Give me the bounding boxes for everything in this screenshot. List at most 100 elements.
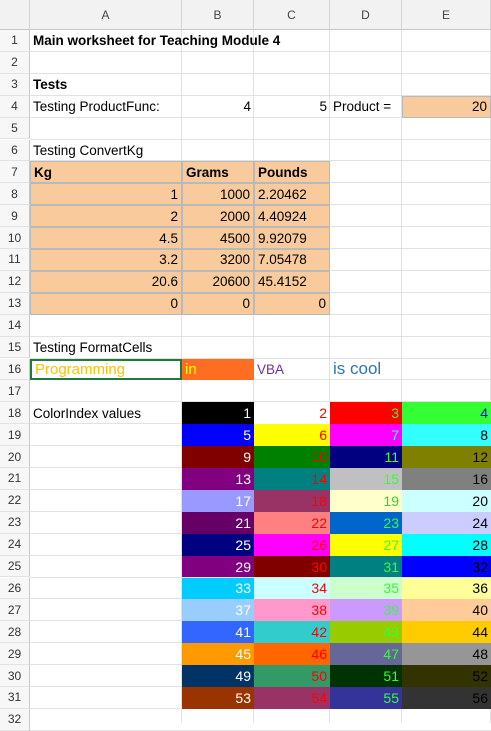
colorindex-swatch-14[interactable]: 14: [254, 468, 330, 490]
column-header-d[interactable]: D: [330, 0, 402, 30]
column-header-b[interactable]: B: [182, 0, 254, 30]
row-header-17[interactable]: 17: [0, 380, 30, 403]
colorindex-swatch-44[interactable]: 44: [402, 621, 491, 644]
row-header-16[interactable]: 16: [0, 358, 30, 381]
colorindex-swatch-38[interactable]: 38: [254, 599, 330, 622]
cell-c4[interactable]: 5: [319, 99, 327, 115]
colorindex-swatch-28[interactable]: 28: [402, 533, 491, 556]
colorindex-swatch-56[interactable]: 56: [402, 687, 491, 709]
colorindex-swatch-23[interactable]: 23: [330, 511, 402, 534]
colorindex-swatch-3[interactable]: 3: [330, 402, 402, 425]
row-header-31[interactable]: 31: [0, 687, 30, 709]
colorindex-swatch-55[interactable]: 55: [330, 687, 402, 709]
row-header-1[interactable]: 1: [0, 30, 30, 52]
row-header-24[interactable]: 24: [0, 533, 30, 556]
cell-a18[interactable]: ColorIndex values: [33, 405, 142, 421]
colorindex-swatch-37[interactable]: 37: [182, 599, 254, 622]
colorindex-swatch-8[interactable]: 8: [402, 424, 491, 447]
cell-grams[interactable]: 20600: [182, 270, 254, 293]
cell-a16-programming[interactable]: Programming: [30, 358, 182, 381]
row-header-15[interactable]: 15: [0, 336, 30, 359]
colorindex-swatch-22[interactable]: 22: [254, 511, 330, 534]
colorindex-swatch-52[interactable]: 52: [402, 665, 491, 687]
cell-pounds[interactable]: 45.4152: [254, 270, 330, 293]
colorindex-swatch-24[interactable]: 24: [402, 511, 491, 534]
colorindex-swatch-21[interactable]: 21: [182, 511, 254, 534]
colorindex-swatch-1[interactable]: 1: [182, 402, 254, 425]
row-header-14[interactable]: 14: [0, 314, 30, 337]
colorindex-swatch-20[interactable]: 20: [402, 489, 491, 512]
colorindex-swatch-50[interactable]: 50: [254, 665, 330, 687]
row-header-30[interactable]: 30: [0, 665, 30, 687]
colorindex-swatch-33[interactable]: 33: [182, 577, 254, 600]
colorindex-swatch-49[interactable]: 49: [182, 665, 254, 687]
colorindex-swatch-4[interactable]: 4: [402, 402, 491, 425]
cell-pounds[interactable]: 9.92079: [254, 227, 330, 249]
cell-a6[interactable]: Testing ConvertKg: [33, 142, 144, 158]
colorindex-swatch-35[interactable]: 35: [330, 577, 402, 600]
colorindex-swatch-12[interactable]: 12: [402, 446, 491, 468]
cell-a15[interactable]: Testing FormatCells: [33, 340, 153, 356]
cell-pounds[interactable]: 4.40924: [254, 205, 330, 228]
cell-kg[interactable]: 3.2: [30, 249, 182, 271]
colorindex-swatch-34[interactable]: 34: [254, 577, 330, 600]
colorindex-swatch-47[interactable]: 47: [330, 643, 402, 666]
colorindex-swatch-29[interactable]: 29: [182, 555, 254, 578]
colorindex-swatch-25[interactable]: 25: [182, 533, 254, 556]
row-header-22[interactable]: 22: [0, 489, 30, 512]
cell-d16-is-cool[interactable]: is cool: [333, 359, 382, 379]
row-header-13[interactable]: 13: [0, 292, 30, 315]
cell-pounds[interactable]: 2.20462: [254, 183, 330, 206]
cell-a4[interactable]: Testing ProductFunc:: [33, 99, 160, 115]
colorindex-swatch-26[interactable]: 26: [254, 533, 330, 556]
cell-kg[interactable]: 1: [30, 183, 182, 206]
colorindex-swatch-45[interactable]: 45: [182, 643, 254, 666]
cell-c7-pounds[interactable]: Pounds: [254, 161, 330, 184]
colorindex-swatch-6[interactable]: 6: [254, 424, 330, 447]
colorindex-swatch-2[interactable]: 2: [254, 402, 330, 425]
colorindex-swatch-15[interactable]: 15: [330, 468, 402, 490]
colorindex-swatch-51[interactable]: 51: [330, 665, 402, 687]
cell-pounds[interactable]: 7.05478: [254, 249, 330, 271]
colorindex-swatch-10[interactable]: 10: [254, 446, 330, 468]
row-header-18[interactable]: 18: [0, 402, 30, 425]
colorindex-swatch-46[interactable]: 46: [254, 643, 330, 666]
colorindex-swatch-18[interactable]: 18: [254, 489, 330, 512]
row-header-32[interactable]: 32: [0, 708, 30, 731]
row-header-19[interactable]: 19: [0, 424, 30, 447]
colorindex-swatch-11[interactable]: 11: [330, 446, 402, 468]
colorindex-swatch-53[interactable]: 53: [182, 687, 254, 709]
cell-d4[interactable]: Product =: [333, 99, 392, 115]
row-header-29[interactable]: 29: [0, 643, 30, 666]
colorindex-swatch-48[interactable]: 48: [402, 643, 491, 666]
row-header-3[interactable]: 3: [0, 73, 30, 96]
colorindex-swatch-16[interactable]: 16: [402, 468, 491, 490]
colorindex-swatch-32[interactable]: 32: [402, 555, 491, 578]
colorindex-swatch-5[interactable]: 5: [182, 424, 254, 447]
row-header-27[interactable]: 27: [0, 599, 30, 622]
cell-a7-kg[interactable]: Kg: [30, 161, 182, 184]
colorindex-swatch-40[interactable]: 40: [402, 599, 491, 622]
colorindex-swatch-39[interactable]: 39: [330, 599, 402, 622]
row-header-11[interactable]: 11: [0, 249, 30, 271]
cell-kg[interactable]: 2: [30, 205, 182, 228]
cell-a1-title[interactable]: Main worksheet for Teaching Module 4: [33, 33, 281, 49]
cell-kg[interactable]: 4.5: [30, 227, 182, 249]
cell-grams[interactable]: 2000: [182, 205, 254, 228]
row-header-6[interactable]: 6: [0, 139, 30, 162]
cell-b4[interactable]: 4: [243, 99, 251, 115]
row-header-10[interactable]: 10: [0, 227, 30, 249]
colorindex-swatch-31[interactable]: 31: [330, 555, 402, 578]
colorindex-swatch-7[interactable]: 7: [330, 424, 402, 447]
cell-b7-grams[interactable]: Grams: [182, 161, 254, 184]
cell-grams[interactable]: 1000: [182, 183, 254, 206]
colorindex-swatch-41[interactable]: 41: [182, 621, 254, 644]
row-header-8[interactable]: 8: [0, 183, 30, 206]
colorindex-swatch-30[interactable]: 30: [254, 555, 330, 578]
row-header-9[interactable]: 9: [0, 205, 30, 228]
colorindex-swatch-13[interactable]: 13: [182, 468, 254, 490]
row-header-25[interactable]: 25: [0, 555, 30, 578]
cell-grams[interactable]: 4500: [182, 227, 254, 249]
colorindex-swatch-42[interactable]: 42: [254, 621, 330, 644]
cell-grams[interactable]: 3200: [182, 249, 254, 271]
